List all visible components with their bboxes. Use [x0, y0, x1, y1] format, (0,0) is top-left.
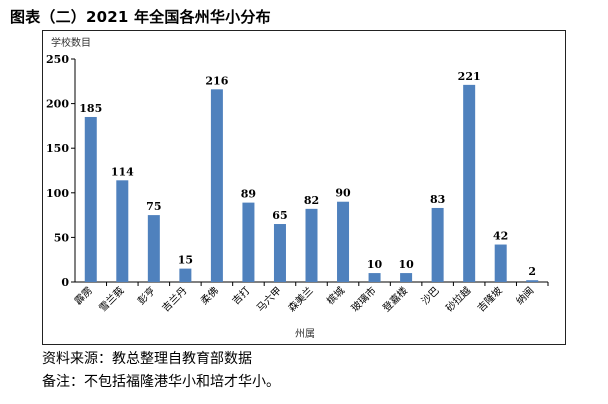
bar — [526, 280, 539, 282]
data-label: 10 — [367, 258, 383, 271]
data-label: 65 — [272, 209, 287, 222]
bar — [337, 201, 350, 282]
data-label: 15 — [178, 254, 193, 267]
x-tick-label: 吉兰丹 — [159, 284, 189, 314]
data-label: 2 — [528, 265, 536, 278]
bar — [147, 215, 160, 282]
data-label: 89 — [241, 188, 256, 201]
chart-frame: 学校数目 0 50 100 150 200 250 185 霹雳 114 雪兰莪 75 彭亨 15 吉兰丹 2… — [42, 30, 566, 345]
bar — [431, 207, 444, 282]
x-tick-label: 柔佛 — [198, 284, 221, 307]
y-tick-label: 250 — [46, 53, 69, 66]
y-tick-label: 50 — [54, 231, 70, 244]
x-tick-label: 玻璃市 — [348, 284, 378, 314]
x-tick-label: 登嘉楼 — [380, 284, 410, 314]
x-tick-label: 沙巴 — [419, 285, 442, 308]
bar — [273, 224, 286, 282]
x-tick-label: 吉打 — [229, 284, 252, 307]
data-label: 185 — [79, 102, 102, 115]
bar — [494, 244, 507, 282]
data-label: 221 — [458, 70, 481, 83]
bar — [305, 208, 318, 282]
y-axis-label: 学校数目 — [51, 36, 91, 49]
x-tick-label: 纳闽 — [513, 284, 536, 307]
bar — [84, 116, 97, 282]
bar — [116, 180, 129, 282]
x-tick-label: 霹雳 — [72, 285, 95, 308]
bar — [368, 273, 381, 282]
bar-chart: 学校数目 0 50 100 150 200 250 185 霹雳 114 雪兰莪 75 彭亨 15 吉兰丹 2… — [46, 36, 549, 340]
x-tick-label: 雪兰莪 — [96, 284, 126, 314]
data-label: 90 — [335, 187, 351, 200]
data-label: 10 — [398, 258, 414, 271]
data-label: 83 — [430, 193, 445, 206]
bar — [179, 268, 192, 282]
source-note: 资料来源：教总整理自教育部数据 — [42, 351, 252, 367]
data-label: 42 — [493, 230, 508, 243]
y-tick-label: 100 — [46, 187, 69, 200]
bar — [400, 273, 413, 282]
x-tick-label: 吉隆坡 — [474, 284, 504, 314]
bar — [210, 89, 223, 282]
data-label: 75 — [146, 200, 161, 213]
x-tick-label: 槟城 — [324, 284, 347, 307]
data-label: 216 — [205, 74, 228, 87]
bar — [463, 84, 476, 282]
data-label: 82 — [304, 194, 319, 207]
y-tick-label: 150 — [46, 142, 69, 155]
bar — [242, 202, 255, 282]
y-tick-label: 0 — [61, 276, 69, 289]
figure-title: 图表（二）2021 年全国各州华小分布 — [10, 8, 271, 26]
remark-note: 备注：不包括福隆港华小和培才华小。 — [42, 374, 280, 390]
data-label: 114 — [111, 165, 134, 178]
x-tick-label: 森美兰 — [285, 284, 315, 314]
x-tick-label: 马六甲 — [254, 285, 284, 315]
x-tick-label: 砂拉越 — [443, 284, 473, 314]
x-tick-label: 彭亨 — [135, 284, 158, 307]
y-tick-label: 200 — [46, 98, 69, 111]
x-axis-label: 州属 — [295, 328, 315, 340]
